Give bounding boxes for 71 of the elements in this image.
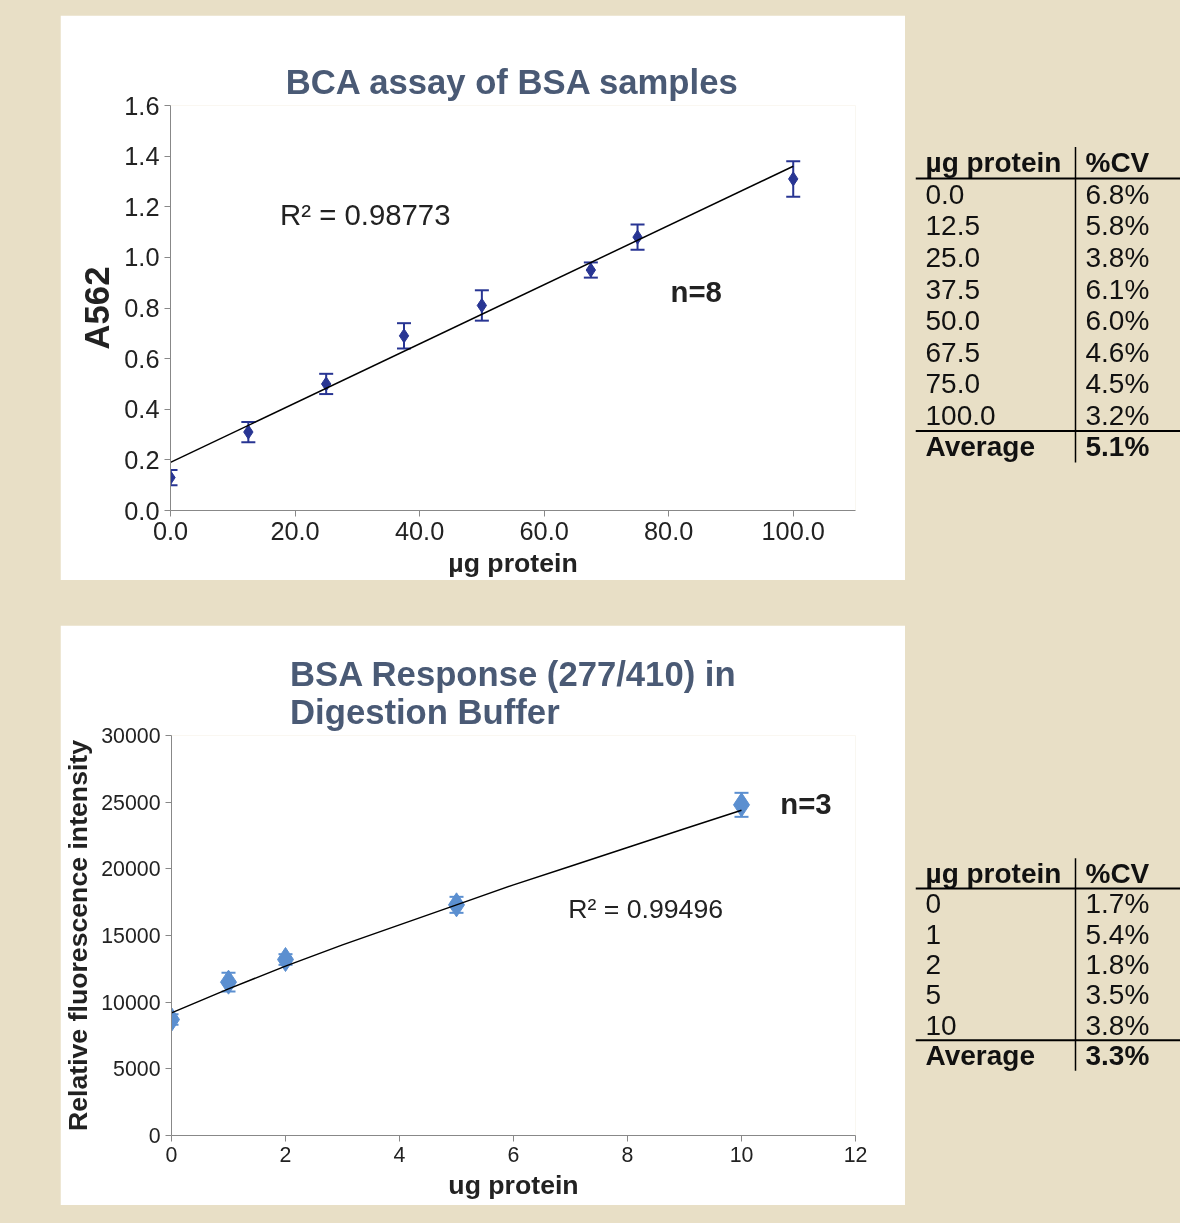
x-tick-label: 8 bbox=[621, 1142, 634, 1167]
y-axis-title: A562 bbox=[78, 266, 117, 350]
text: 4.6% bbox=[1085, 336, 1150, 368]
text: 6.1% bbox=[1085, 273, 1150, 305]
text: 3.8% bbox=[1085, 241, 1150, 273]
x-tick-label: 100.0 bbox=[761, 516, 825, 545]
category-label: 1 bbox=[925, 918, 942, 950]
category-label: 50.0 bbox=[925, 305, 980, 337]
y-tick-label: 1.6 bbox=[124, 91, 160, 120]
text: 5.4% bbox=[1085, 918, 1150, 950]
y-tick-label: 1.2 bbox=[124, 192, 160, 221]
category-label: Average bbox=[925, 1040, 1035, 1071]
text: µg protein bbox=[925, 147, 1062, 179]
text: 1.8% bbox=[1085, 948, 1150, 980]
text: 1.7% bbox=[1085, 888, 1150, 920]
category-label: 12.5 bbox=[925, 210, 980, 242]
x-tick-label: 40.0 bbox=[394, 516, 445, 545]
y-tick-label: 0 bbox=[148, 1124, 161, 1148]
category-label: 5 bbox=[925, 979, 942, 1011]
x-axis-title: µg protein bbox=[448, 547, 578, 578]
category-label: 67.5 bbox=[925, 336, 980, 368]
text: 4.5% bbox=[1085, 368, 1150, 400]
category-label: Average bbox=[925, 431, 1035, 463]
text: 6.0% bbox=[1085, 305, 1150, 337]
y-tick-label: 25000 bbox=[101, 790, 161, 815]
x-tick-label: 10 bbox=[729, 1142, 754, 1167]
category-label: 0 bbox=[925, 888, 942, 920]
y-tick-label: 0.2 bbox=[124, 445, 160, 474]
category-label: 10 bbox=[925, 1009, 957, 1041]
annotation: n=3 bbox=[780, 786, 832, 820]
y-tick-label: 5000 bbox=[113, 1057, 161, 1082]
y-tick-label: 1.4 bbox=[124, 142, 160, 171]
x-tick-label: 6 bbox=[507, 1142, 520, 1167]
y-tick-label: 0.6 bbox=[124, 344, 160, 373]
text: 3.3% bbox=[1085, 1040, 1150, 1071]
x-tick-label: 20.0 bbox=[270, 516, 320, 545]
annotation: R² = 0.98773 bbox=[280, 198, 451, 232]
y-tick-label: 30000 bbox=[101, 724, 161, 748]
text: %CV bbox=[1085, 857, 1150, 889]
y-tick-label: 15000 bbox=[101, 924, 161, 948]
y-tick-label: 0.8 bbox=[124, 294, 160, 322]
x-tick-label: 12 bbox=[843, 1142, 868, 1167]
x-tick-label: 2 bbox=[279, 1142, 292, 1167]
text: 3.5% bbox=[1085, 979, 1150, 1011]
category-label: 100.0 bbox=[925, 399, 996, 431]
text: µg protein bbox=[925, 857, 1062, 889]
chart-title: BCA assay of BSA samples bbox=[285, 62, 738, 101]
y-tick-label: 10000 bbox=[101, 990, 161, 1015]
category-label: 37.5 bbox=[925, 273, 980, 305]
text: 3.8% bbox=[1085, 1009, 1150, 1041]
category-label: 25.0 bbox=[925, 241, 980, 273]
text: 5.1% bbox=[1085, 431, 1150, 463]
category-label: 2 bbox=[925, 948, 942, 980]
text: %CV bbox=[1085, 147, 1150, 179]
y-axis-title: Relative fluorescence intensity bbox=[63, 739, 94, 1132]
x-tick-label: 0 bbox=[165, 1142, 178, 1167]
annotation: R² = 0.99496 bbox=[568, 893, 724, 924]
x-tick-label: 4 bbox=[393, 1142, 406, 1167]
x-axis-title: ug protein bbox=[448, 1169, 579, 1200]
text: 5.8% bbox=[1085, 210, 1150, 242]
x-tick-label: 60.0 bbox=[519, 516, 569, 545]
category-label: 0.0 bbox=[925, 178, 965, 210]
text: 6.8% bbox=[1085, 178, 1150, 210]
x-tick-label: 80.0 bbox=[644, 516, 694, 545]
y-tick-label: 1.0 bbox=[124, 243, 160, 272]
category-label: 75.0 bbox=[925, 368, 980, 400]
text: 3.2% bbox=[1085, 399, 1150, 431]
chart-title: BSA Response (277/410) in Digestion Buffer bbox=[290, 654, 736, 731]
annotation: n=8 bbox=[670, 275, 722, 308]
y-tick-label: 0.4 bbox=[124, 395, 160, 424]
y-tick-label: 20000 bbox=[101, 857, 161, 882]
